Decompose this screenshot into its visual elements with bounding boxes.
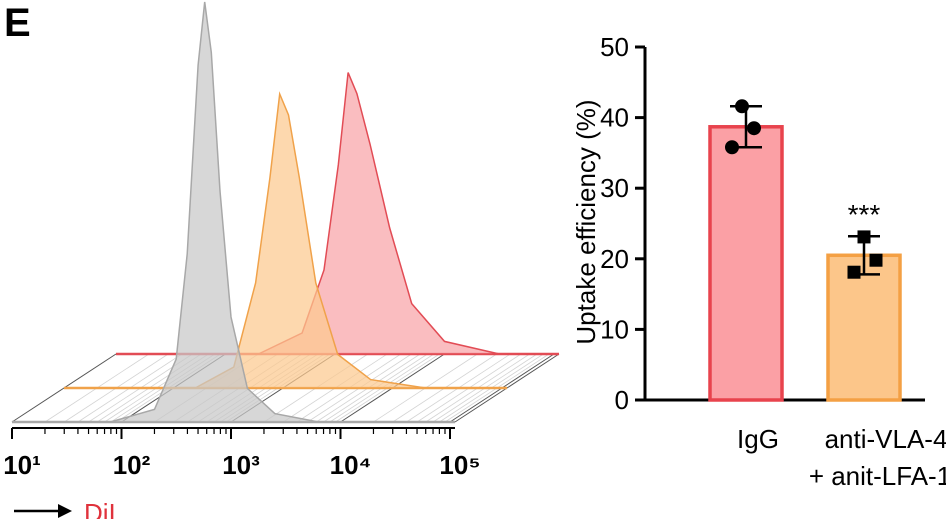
data-point bbox=[747, 121, 761, 136]
data-point bbox=[735, 99, 749, 114]
histogram-area bbox=[194, 91, 426, 389]
data-point bbox=[869, 253, 883, 267]
data-point bbox=[857, 230, 871, 244]
x-tick-label: + anit-LFA-1 bbox=[809, 461, 946, 491]
bar bbox=[708, 125, 784, 402]
y-tick-label: 10 bbox=[600, 314, 629, 344]
x-tick-label: 10⁴ bbox=[330, 450, 372, 480]
x-tick-label: IgG bbox=[737, 424, 779, 454]
y-axis-label: Uptake efficiency (%) bbox=[571, 99, 601, 344]
y-tick-label: 20 bbox=[600, 244, 629, 274]
y-tick-label: 0 bbox=[615, 385, 629, 415]
x-tick-label: 10² bbox=[113, 450, 151, 480]
significance-label: *** bbox=[848, 199, 881, 230]
y-tick-label: 30 bbox=[600, 173, 629, 203]
bar bbox=[826, 253, 902, 402]
histogram-area bbox=[258, 72, 500, 355]
x-tick-label: 10¹ bbox=[3, 450, 41, 480]
panel-label: E bbox=[4, 1, 31, 45]
x-tick-label: 10³ bbox=[222, 450, 260, 480]
x-label-arrowhead bbox=[58, 504, 72, 518]
x-tick-label: 10⁵ bbox=[439, 450, 480, 480]
data-point bbox=[847, 265, 861, 279]
y-tick-label: 40 bbox=[600, 103, 629, 133]
x-tick-label: anti-VLA-4 bbox=[825, 424, 946, 454]
histogram-area bbox=[110, 1, 319, 423]
x-axis-label: DiI bbox=[84, 498, 116, 519]
y-tick-label: 50 bbox=[600, 32, 629, 62]
data-point bbox=[725, 140, 739, 155]
